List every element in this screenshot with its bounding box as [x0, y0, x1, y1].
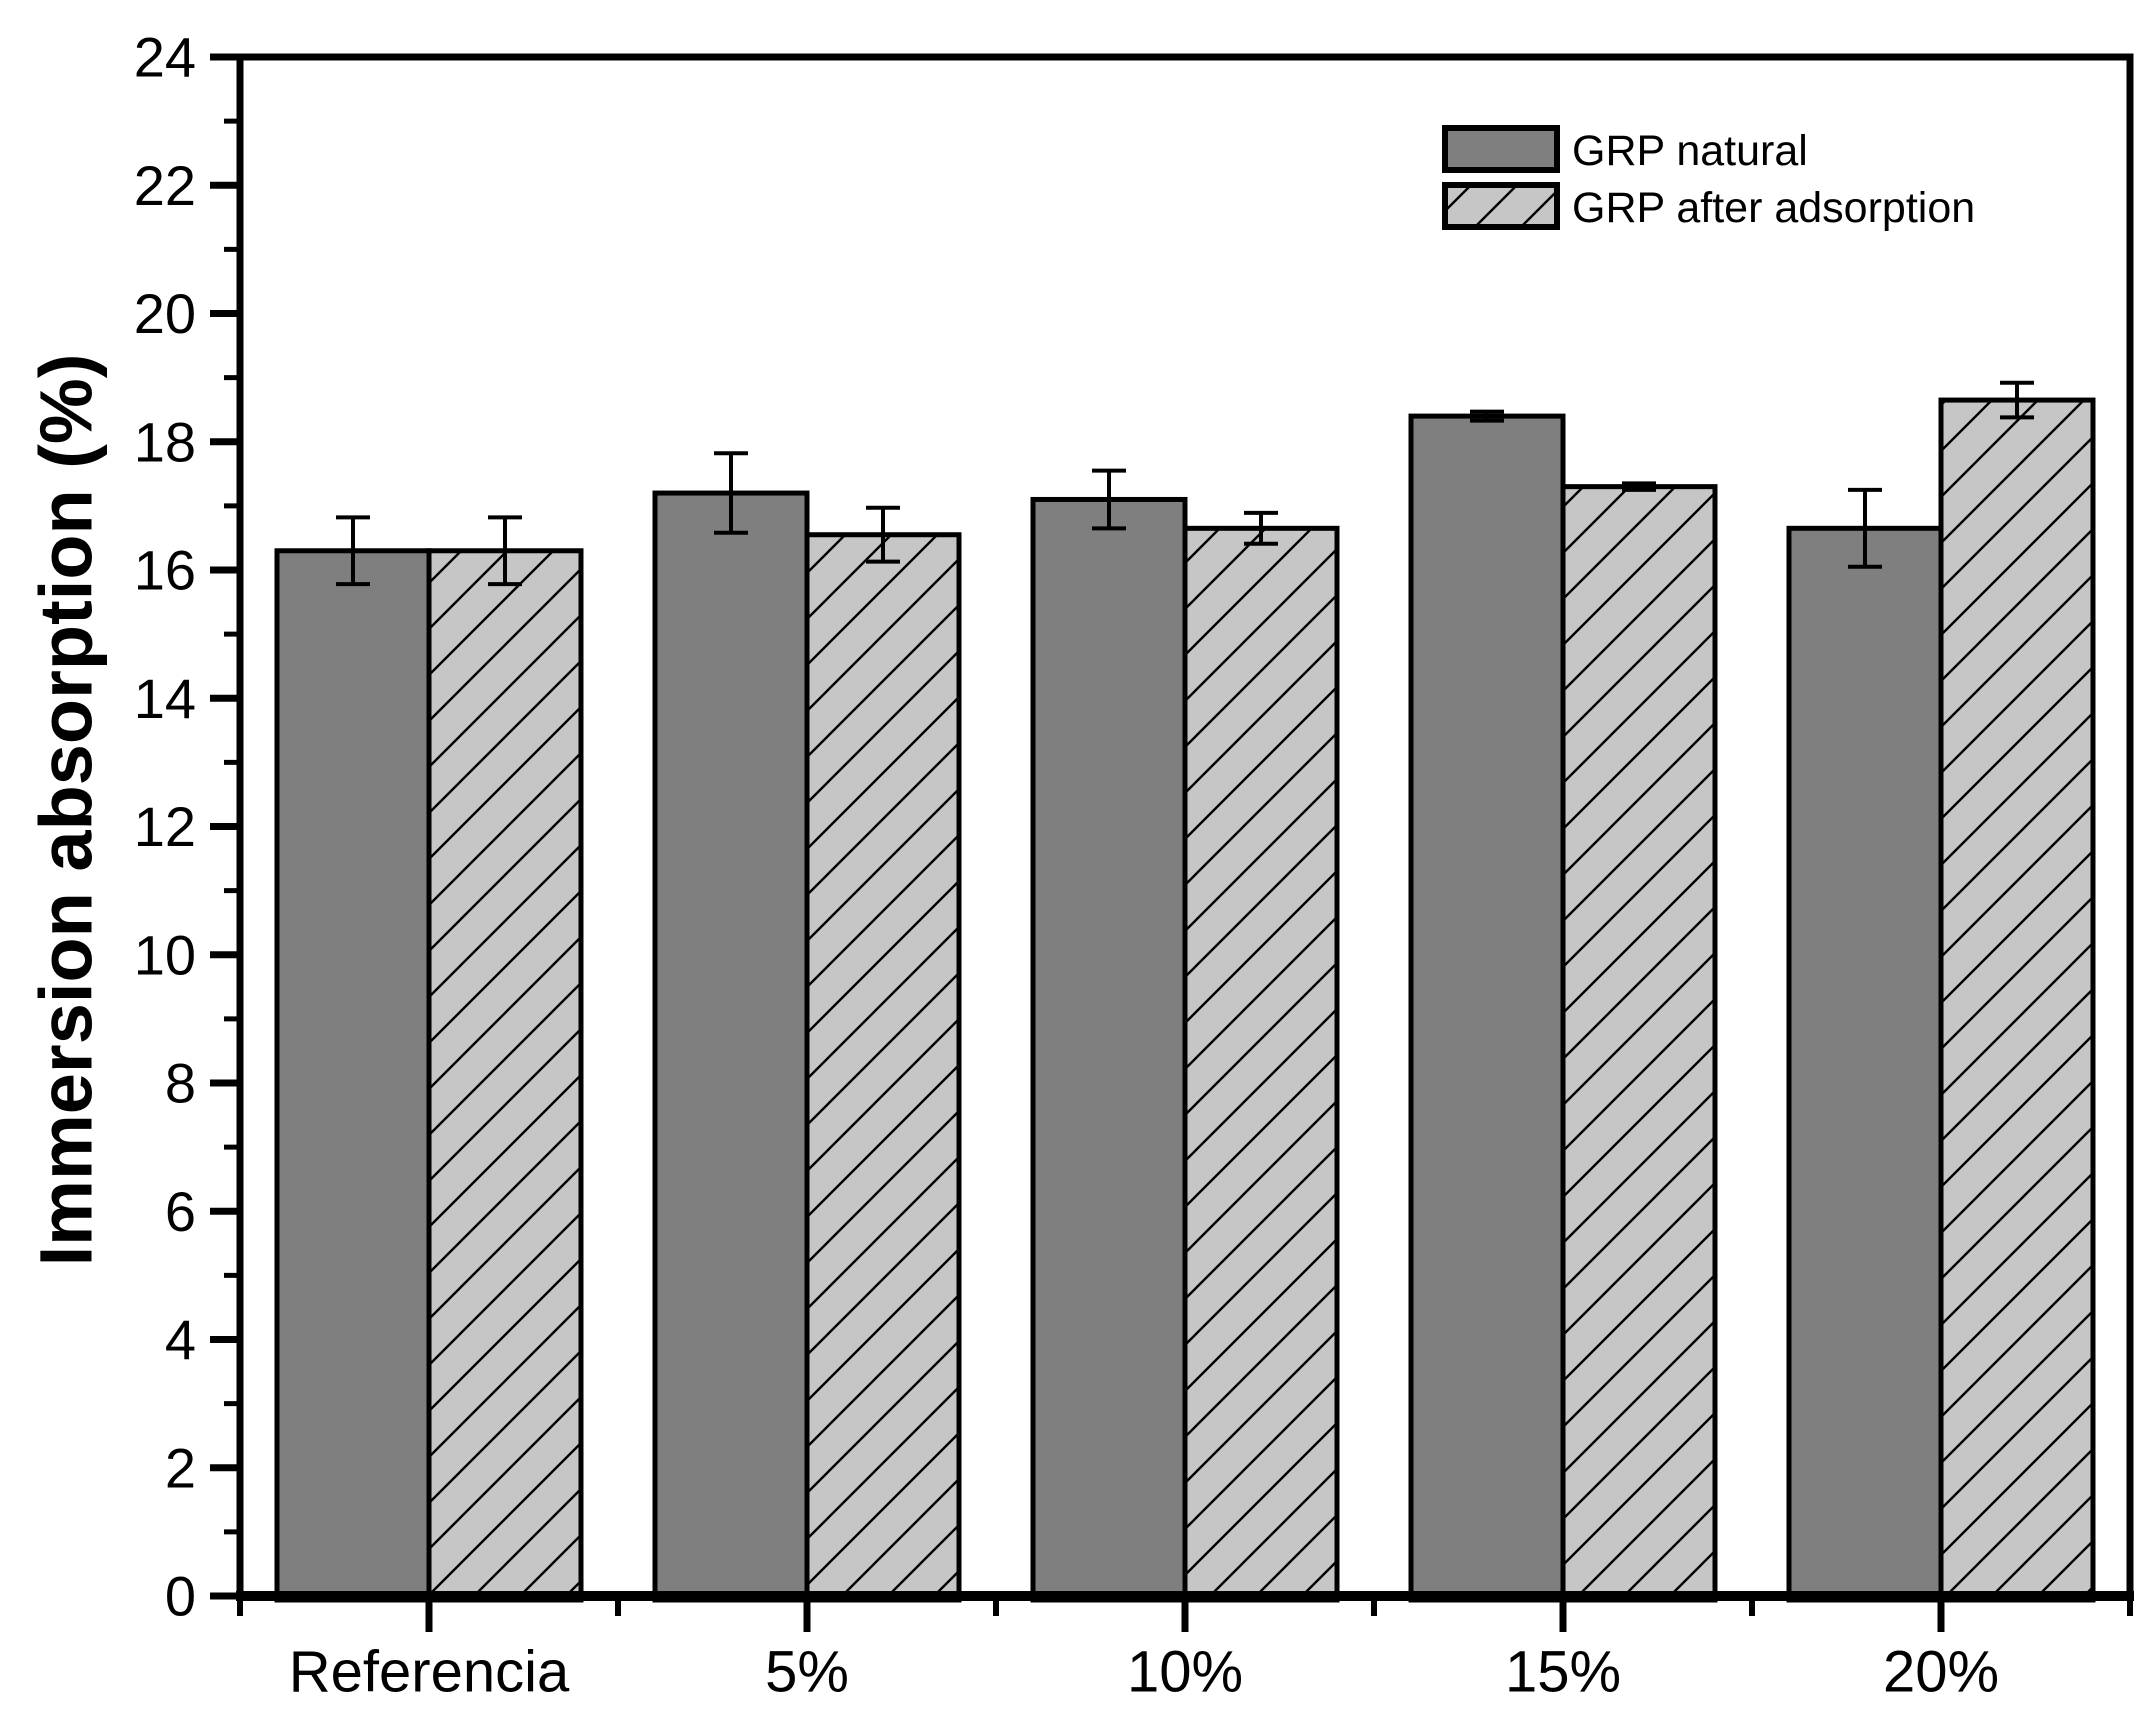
- y-tick-label-10: 10: [134, 923, 196, 986]
- error-bars-layer: [336, 380, 2034, 587]
- x-tick-label-20%: 20%: [1883, 1640, 1999, 1705]
- error-bar-grp-after-adsorption-10%: [1244, 510, 1278, 546]
- bar-grp-natural-referencia: [274, 548, 432, 1603]
- y-tick-label-20: 20: [134, 282, 196, 345]
- y-tick-label-4: 4: [165, 1308, 196, 1371]
- bar-grp-natural-20%: [1786, 525, 1944, 1603]
- bar-grp-after-adsorption-referencia: [426, 548, 584, 1603]
- bars-layer: [274, 397, 2096, 1603]
- error-bar-grp-natural-15%: [1470, 409, 1504, 423]
- y-tick-label-14: 14: [134, 667, 196, 730]
- legend-label-grp-after-adsorption: GRP after adsorption: [1572, 184, 1975, 232]
- error-bar-grp-after-adsorption-referencia: [488, 515, 522, 587]
- error-bar-grp-after-adsorption-15%: [1622, 481, 1656, 492]
- bar-grp-after-adsorption-10%: [1182, 525, 1340, 1603]
- bar-grp-natural-10%: [1030, 496, 1188, 1603]
- error-bar-grp-natural-5%: [714, 451, 748, 535]
- y-axis-title: Immersion absorption (%): [25, 354, 108, 1267]
- legend: GRP natural GRP after adsorption: [1442, 125, 1975, 232]
- bar-grp-natural-5%: [652, 490, 810, 1603]
- error-bar-grp-after-adsorption-20%: [2000, 380, 2034, 420]
- y-tick-label-22: 22: [134, 154, 196, 217]
- bar-grp-natural-15%: [1408, 413, 1566, 1603]
- legend-swatch-grp-natural: [1442, 125, 1560, 173]
- y-tick-label-24: 24: [134, 26, 196, 89]
- error-bar-grp-after-adsorption-5%: [866, 505, 900, 564]
- legend-label-grp-natural: GRP natural: [1572, 127, 1808, 175]
- y-tick-label-0: 0: [165, 1565, 196, 1628]
- y-tick-label-18: 18: [134, 410, 196, 473]
- error-bar-grp-natural-20%: [1848, 487, 1882, 569]
- y-tick-label-16: 16: [134, 539, 196, 602]
- x-tick-label-referencia: Referencia: [289, 1640, 570, 1705]
- bar-grp-after-adsorption-5%: [804, 532, 962, 1603]
- y-tick-label-12: 12: [134, 795, 196, 858]
- error-bar-grp-natural-referencia: [336, 515, 370, 587]
- bar-grp-after-adsorption-15%: [1560, 484, 1718, 1603]
- x-axis-ticks: Referencia 5% 10% 15% 20%: [237, 1596, 2133, 1705]
- error-bar-grp-natural-10%: [1092, 468, 1126, 531]
- legend-swatch-grp-after-adsorption: [1442, 182, 1560, 230]
- x-tick-label-15%: 15%: [1505, 1640, 1621, 1705]
- y-tick-label-2: 2: [165, 1436, 196, 1499]
- bar-grp-after-adsorption-20%: [1938, 397, 2096, 1603]
- y-tick-label-6: 6: [165, 1180, 196, 1243]
- x-tick-label-10%: 10%: [1127, 1640, 1243, 1705]
- y-tick-label-8: 8: [165, 1052, 196, 1115]
- x-tick-label-5%: 5%: [765, 1640, 849, 1705]
